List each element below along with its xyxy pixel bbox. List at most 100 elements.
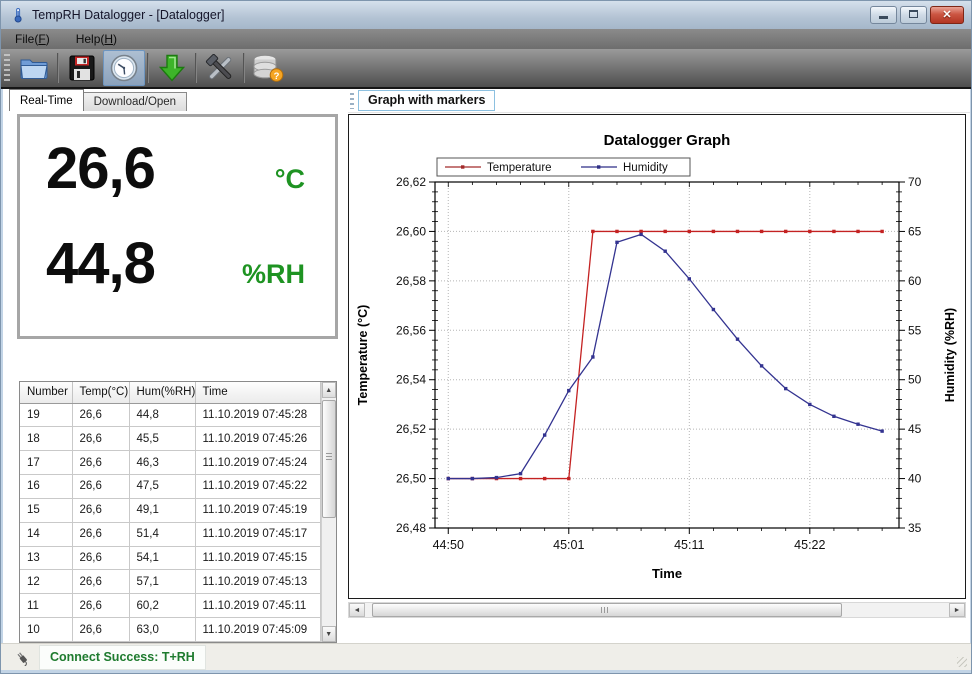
table-body: 1926,644,811.10.2019 07:45:281826,645,51… xyxy=(20,403,320,642)
svg-text:45: 45 xyxy=(908,422,922,436)
toolbar-separator xyxy=(243,53,245,83)
toolstrip-grip[interactable] xyxy=(350,93,354,109)
minimize-icon xyxy=(879,16,888,19)
table-cell: 26,6 xyxy=(72,475,129,499)
toolbar: ? xyxy=(1,49,971,89)
green-down-arrow-icon xyxy=(159,54,185,82)
table-row[interactable]: 1526,649,111.10.2019 07:45:19 xyxy=(20,498,320,522)
svg-text:44:50: 44:50 xyxy=(433,538,464,552)
toolbar-separator xyxy=(195,53,197,83)
table-cell: 46,3 xyxy=(129,451,195,475)
realtime-clock-button[interactable] xyxy=(103,50,145,86)
table-cell: 11.10.2019 07:45:19 xyxy=(195,498,320,522)
status-message: Connect Success: T+RH xyxy=(50,650,195,664)
table-cell: 26,6 xyxy=(72,618,129,642)
chart-svg: 26,483526,504026,524526,545026,565526,58… xyxy=(349,115,965,598)
table-header-row: Number Temp(°C) Hum(%RH) Time xyxy=(20,382,320,403)
scroll-down-arrow-icon[interactable]: ▼ xyxy=(322,626,337,642)
temperature-value: 26,6 xyxy=(46,135,155,202)
menu-help[interactable]: Help(H) xyxy=(76,32,117,46)
table-vertical-scrollbar[interactable]: ▲ ▼ xyxy=(321,382,337,642)
toolbar-separator xyxy=(57,53,59,83)
close-button[interactable]: ✕ xyxy=(930,6,964,24)
scrollbar-thumb[interactable] xyxy=(322,400,337,518)
table-row[interactable]: 1926,644,811.10.2019 07:45:28 xyxy=(20,403,320,427)
title-bar[interactable]: TempRH Datalogger - [Datalogger] ✕ xyxy=(1,1,971,29)
resize-grip[interactable] xyxy=(957,657,967,667)
left-axis-title: Temperature (°C) xyxy=(356,305,370,406)
toolbar-grip[interactable] xyxy=(4,54,10,82)
table-cell: 14 xyxy=(20,522,72,546)
table-row[interactable]: 1826,645,511.10.2019 07:45:26 xyxy=(20,427,320,451)
connector-icon xyxy=(14,650,30,666)
settings-button[interactable] xyxy=(199,50,241,86)
humidity-unit: %RH xyxy=(242,259,305,290)
table-cell: 26,6 xyxy=(72,427,129,451)
scroll-right-arrow-icon[interactable]: ► xyxy=(949,603,965,617)
table-row[interactable]: 1126,660,211.10.2019 07:45:11 xyxy=(20,594,320,618)
maximize-button[interactable] xyxy=(900,6,927,24)
scroll-left-arrow-icon[interactable]: ◄ xyxy=(349,603,365,617)
database-question-icon: ? xyxy=(252,54,284,82)
table-cell: 26,6 xyxy=(72,498,129,522)
app-window: TempRH Datalogger - [Datalogger] ✕ File(… xyxy=(0,0,972,674)
status-message-box: Connect Success: T+RH xyxy=(39,645,206,670)
col-number[interactable]: Number xyxy=(20,382,72,403)
svg-text:55: 55 xyxy=(908,323,922,337)
table-cell: 15 xyxy=(20,498,72,522)
svg-text:40: 40 xyxy=(908,472,922,486)
table-row[interactable]: 1026,663,011.10.2019 07:45:09 xyxy=(20,618,320,642)
table-row[interactable]: 1626,647,511.10.2019 07:45:22 xyxy=(20,475,320,499)
table-cell: 26,6 xyxy=(72,522,129,546)
folder-icon xyxy=(19,55,49,81)
download-button[interactable] xyxy=(151,50,193,86)
tab-real-time[interactable]: Real-Time xyxy=(9,89,84,111)
temperature-series xyxy=(447,230,884,481)
table-cell: 11.10.2019 07:45:15 xyxy=(195,546,320,570)
humidity-series xyxy=(447,233,884,481)
graph-with-markers-button[interactable]: Graph with markers xyxy=(358,90,495,111)
table-cell: 11 xyxy=(20,594,72,618)
axes xyxy=(429,182,905,534)
svg-text:26,48: 26,48 xyxy=(396,521,426,535)
table-cell: 10 xyxy=(20,618,72,642)
col-temp[interactable]: Temp(°C) xyxy=(72,382,129,403)
svg-text:45:11: 45:11 xyxy=(674,538,704,552)
scroll-up-arrow-icon[interactable]: ▲ xyxy=(322,382,337,398)
table-row[interactable]: 1726,646,311.10.2019 07:45:24 xyxy=(20,451,320,475)
tools-icon xyxy=(205,54,235,82)
live-readout-panel: 26,6 °C 44,8 %RH xyxy=(17,114,338,339)
minimize-button[interactable] xyxy=(870,6,897,24)
table-cell: 12 xyxy=(20,570,72,594)
thermometer-app-icon xyxy=(10,7,26,23)
menu-file[interactable]: File(F) xyxy=(15,32,50,46)
temperature-unit: °C xyxy=(275,164,305,195)
tab-page: Real-Time Download/Open 26,6 °C 44,8 %RH… xyxy=(4,89,970,645)
table-cell: 44,8 xyxy=(129,403,195,427)
col-hum[interactable]: Hum(%RH) xyxy=(129,382,195,403)
open-file-button[interactable] xyxy=(13,50,55,86)
svg-text:45:01: 45:01 xyxy=(553,538,584,552)
database-help-button[interactable]: ? xyxy=(247,50,289,86)
window-title: TempRH Datalogger - [Datalogger] xyxy=(32,8,224,22)
svg-text:65: 65 xyxy=(908,224,922,238)
table-cell: 26,6 xyxy=(72,403,129,427)
chart-horizontal-scrollbar[interactable]: ◄ ► xyxy=(348,602,966,618)
graph-toolstrip: Graph with markers xyxy=(348,89,970,113)
table-cell: 45,5 xyxy=(129,427,195,451)
legend-label: Humidity xyxy=(623,162,668,174)
tab-strip: Real-Time Download/Open xyxy=(9,89,187,111)
table-row[interactable]: 1326,654,111.10.2019 07:45:15 xyxy=(20,546,320,570)
hscrollbar-thumb[interactable] xyxy=(372,603,842,617)
menu-bar: File(F) Help(H) xyxy=(1,29,971,49)
save-button[interactable] xyxy=(61,50,103,86)
col-time[interactable]: Time xyxy=(195,382,320,403)
series xyxy=(447,230,884,481)
table-row[interactable]: 1426,651,411.10.2019 07:45:17 xyxy=(20,522,320,546)
tab-download-open[interactable]: Download/Open xyxy=(83,92,187,111)
table-row[interactable]: 1226,657,111.10.2019 07:45:13 xyxy=(20,570,320,594)
svg-text:35: 35 xyxy=(908,521,922,535)
table-cell: 13 xyxy=(20,546,72,570)
svg-text:70: 70 xyxy=(908,175,922,189)
svg-text:26,60: 26,60 xyxy=(396,224,426,238)
